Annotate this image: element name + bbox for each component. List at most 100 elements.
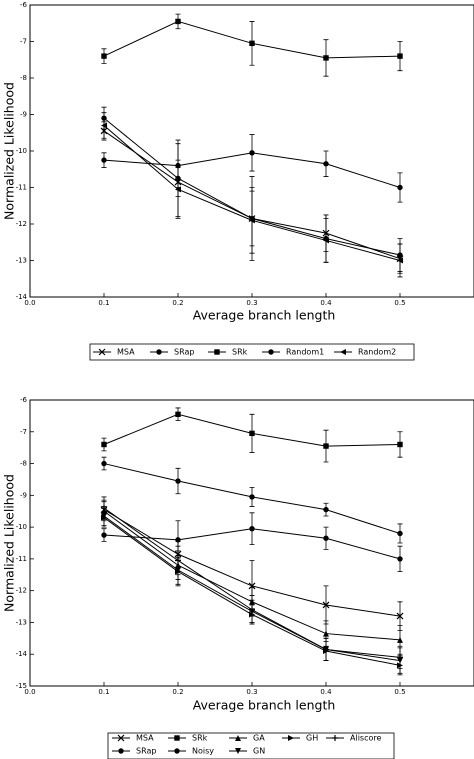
y-tick-label: -11 xyxy=(16,555,27,563)
legend-item-gh: GH xyxy=(282,734,318,743)
legend-marker xyxy=(174,735,180,741)
series-msa xyxy=(100,499,404,631)
data-point xyxy=(101,53,107,59)
data-point xyxy=(101,122,107,129)
x-tick-label: 0.2 xyxy=(172,299,183,307)
legend: MSA SRap SRk Random1 Random2 xyxy=(89,343,415,361)
legend-label: SRap xyxy=(136,747,156,756)
y-tick-label: -9 xyxy=(20,111,27,119)
x-tick-label: 0.4 xyxy=(320,688,332,696)
y-tick-label: -8 xyxy=(20,460,27,468)
legend-label: SRk xyxy=(232,348,248,357)
y-tick-label: -14 xyxy=(16,650,28,658)
data-point xyxy=(101,157,107,163)
legend-marker xyxy=(235,735,241,741)
data-point xyxy=(175,537,181,543)
legend-item-srap: SRap xyxy=(112,747,156,756)
y-tick-label: -7 xyxy=(20,428,27,436)
x-tick-label: 0.0 xyxy=(24,299,35,307)
data-point xyxy=(249,606,255,613)
data-point xyxy=(101,441,107,448)
series-srk xyxy=(101,13,403,77)
legend-item-srk: SRk xyxy=(208,348,248,357)
y-axis-label: Normalized Likelihood xyxy=(2,82,17,220)
data-point xyxy=(323,161,329,167)
y-tick-label: -8 xyxy=(20,74,27,82)
legend-marker xyxy=(117,734,125,742)
y-tick-label: -12 xyxy=(16,220,27,228)
data-point xyxy=(397,53,403,59)
legend-marker xyxy=(118,748,124,754)
y-tick-label: -13 xyxy=(16,257,27,265)
legend-label: Random1 xyxy=(286,348,324,357)
data-point xyxy=(397,636,403,643)
legend-label: GA xyxy=(253,734,265,743)
data-point xyxy=(101,505,107,512)
legend-marker xyxy=(156,349,162,355)
x-tick-label: 0.5 xyxy=(394,299,405,307)
legend-marker xyxy=(174,748,180,754)
data-point xyxy=(249,494,255,500)
legend-label: Aliscore xyxy=(350,734,381,743)
chart-2: 0.0 0.1 0.2 0.3 0.4 0.5 -15 -14 -13 -12 -11 -10 -9 -8… xyxy=(2,396,474,759)
y-tick-label: -10 xyxy=(16,523,27,531)
y-tick-label: -6 xyxy=(20,396,28,404)
data-point xyxy=(175,18,181,25)
legend-label: Noisy xyxy=(192,747,214,756)
y-tick-label: -13 xyxy=(16,618,27,626)
x-tick-label: 0.1 xyxy=(98,688,109,696)
data-point xyxy=(323,630,329,637)
data-point xyxy=(175,557,181,564)
data-point xyxy=(322,601,330,609)
series-aliscore xyxy=(101,496,403,669)
data-point xyxy=(323,237,329,244)
data-point xyxy=(249,430,255,437)
legend-marker xyxy=(332,735,338,741)
data-point xyxy=(101,532,107,538)
x-axis-label: Average branch length xyxy=(193,698,336,713)
y-tick-label: -14 xyxy=(16,293,28,301)
data-point xyxy=(323,55,329,61)
legend-marker xyxy=(288,735,294,741)
data-point xyxy=(175,186,181,193)
series-srk xyxy=(101,407,403,463)
x-tick-label: 0.3 xyxy=(246,299,257,307)
series-noisy xyxy=(101,456,403,544)
y-tick-label: -10 xyxy=(16,147,27,155)
legend-label: SRap xyxy=(174,348,194,357)
data-point xyxy=(249,150,255,156)
data-point xyxy=(397,530,403,537)
legend-item-aliscore: Aliscore xyxy=(326,734,381,743)
data-point xyxy=(397,184,403,191)
y-tick-label: -11 xyxy=(16,184,27,192)
y-tick-label: -12 xyxy=(16,587,27,595)
data-point xyxy=(397,441,403,448)
legend-label: MSA xyxy=(136,734,154,743)
legend-label: GN xyxy=(253,747,265,756)
data-point xyxy=(101,460,107,467)
x-tick-label: 0.5 xyxy=(394,688,405,696)
legend-label: MSA xyxy=(117,348,135,357)
data-point xyxy=(397,654,403,661)
legend-box xyxy=(89,343,415,361)
legend-label: Random2 xyxy=(358,348,396,357)
data-point xyxy=(323,535,329,541)
data-point xyxy=(397,556,403,562)
legend-item-msa: MSA xyxy=(93,348,135,357)
legend-item-srap: SRap xyxy=(150,348,194,357)
legend-label: SRk xyxy=(192,734,208,743)
y-tick-label: -6 xyxy=(20,1,28,9)
y-axis-label: Normalized Likelihood xyxy=(2,474,17,612)
legend-item-gn: GN xyxy=(229,747,265,756)
data-point xyxy=(248,582,256,590)
data-point xyxy=(249,40,255,47)
legend-marker xyxy=(98,348,106,356)
y-tick-label: -7 xyxy=(20,38,27,46)
data-point xyxy=(249,526,255,532)
legend-item-random2: Random2 xyxy=(334,348,396,357)
legend-marker xyxy=(268,349,274,355)
legend-item-srk: SRk xyxy=(168,734,208,743)
legend-marker xyxy=(340,349,346,355)
legend-box xyxy=(107,732,395,759)
data-point xyxy=(397,257,403,264)
